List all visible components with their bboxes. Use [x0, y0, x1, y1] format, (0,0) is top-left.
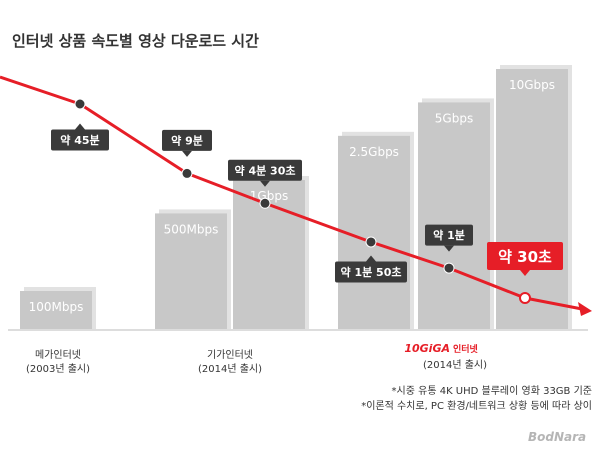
- callout-pointer: [260, 180, 270, 187]
- group-label-line: (2014년 출시): [423, 359, 487, 371]
- callout-label: 약 1분: [433, 228, 465, 242]
- bar-1gbps: 1Gbps: [233, 176, 309, 329]
- group-label-1: 기가인터넷 (2014년 출시): [198, 349, 262, 375]
- callout-pointer: [182, 150, 192, 157]
- callout-pointer: [520, 270, 530, 276]
- bar-face-2-5gbps: [338, 135, 410, 329]
- footnote-2: *이론적 수치로, PC 환경/네트워크 상황 등에 따라 상이: [361, 399, 592, 412]
- bar-100mbps: 100Mbps: [20, 287, 96, 329]
- group-label-0: 메가인터넷 (2003년 출시): [26, 349, 90, 375]
- callout-box: [162, 129, 212, 151]
- callout-label: 약 4분 30초: [235, 163, 296, 177]
- group-labels: 메가인터넷 (2003년 출시) 기가인터넷 (2014년 출시) 10GiGA 인터넷 (…: [8, 329, 588, 375]
- group-label-2: 10GiGA 인터넷 (2014년 출시): [404, 342, 487, 371]
- callout-box: [335, 261, 407, 283]
- bar-face-500mbps: [155, 213, 227, 329]
- trend-points: [74, 98, 531, 304]
- trend-point-5gbps: [443, 262, 455, 274]
- download-time-trend-line: [0, 75, 583, 311]
- bar-500mbps: 500Mbps: [155, 209, 231, 329]
- callout-pointer: [366, 255, 376, 262]
- callout-label: 약 30초: [498, 248, 552, 266]
- bar-label-10gbps: 10Gbps: [509, 78, 555, 92]
- chart-title: 인터넷 상품 속도별 영상 다운로드 시간: [12, 32, 259, 50]
- giga-logo-number: 10GiGA: [404, 342, 450, 355]
- trend-arrowhead: [578, 302, 592, 316]
- giga-logo-text: 인터넷: [453, 343, 479, 355]
- group-label-line: 메가인터넷: [35, 349, 81, 361]
- callout-label: 약 1분 50초: [341, 265, 402, 279]
- callout-500mbps: 약 9분: [162, 129, 212, 157]
- footnotes: *시중 유통 4K UHD 블루레이 영화 33GB 기준 *이론적 수치로, P…: [361, 385, 592, 412]
- callout-box: [51, 129, 109, 151]
- trend-point-500mbps: [181, 167, 193, 179]
- trend-point-1gbps: [259, 197, 271, 209]
- callout-box: [487, 242, 563, 270]
- trend-point-100mbps: [74, 98, 86, 110]
- callout-box: [228, 159, 302, 181]
- callout-pointer: [75, 123, 85, 130]
- bar-label-2-5gbps: 2.5Gbps: [349, 145, 399, 159]
- trend-point-2-5gbps: [365, 236, 377, 248]
- callout-2-5gbps: 약 1분 50초: [335, 255, 407, 283]
- bar-label-5gbps: 5Gbps: [435, 111, 473, 125]
- bar-5gbps: 5Gbps: [418, 98, 494, 329]
- group-label-line: (2014년 출시): [198, 363, 262, 375]
- bar-face-10gbps: [496, 69, 568, 329]
- callout-5gbps: 약 1분: [425, 224, 473, 252]
- callout-label: 약 9분: [171, 133, 203, 147]
- bar-10gbps: 10Gbps: [496, 65, 572, 329]
- bar-label-500mbps: 500Mbps: [164, 222, 219, 236]
- callout-10gbps: 약 30초: [487, 242, 563, 276]
- bar-label-1gbps: 1Gbps: [250, 189, 288, 203]
- bars: 100Mbps 500Mbps 1Gbps 2.5Gbps 5Gbps 10Gbps: [20, 65, 572, 329]
- bar-label-100mbps: 100Mbps: [29, 300, 84, 314]
- bar-face-100mbps: [20, 291, 92, 329]
- watermark: BodNara: [528, 430, 586, 444]
- callout-1gbps: 약 4분 30초: [228, 159, 302, 187]
- bar-face-5gbps: [418, 102, 490, 329]
- callout-pointer: [444, 245, 454, 252]
- callout-label: 약 45분: [60, 133, 99, 147]
- group-label-line: 기가인터넷: [207, 349, 253, 361]
- footnote-1: *시중 유통 4K UHD 블루레이 영화 33GB 기준: [392, 385, 592, 397]
- callout-box: [425, 224, 473, 246]
- bar-2-5gbps: 2.5Gbps: [338, 131, 414, 329]
- trend-point-10gbps: [519, 292, 531, 304]
- callout-100mbps: 약 45분: [51, 123, 109, 151]
- group-label-line: (2003년 출시): [26, 363, 90, 375]
